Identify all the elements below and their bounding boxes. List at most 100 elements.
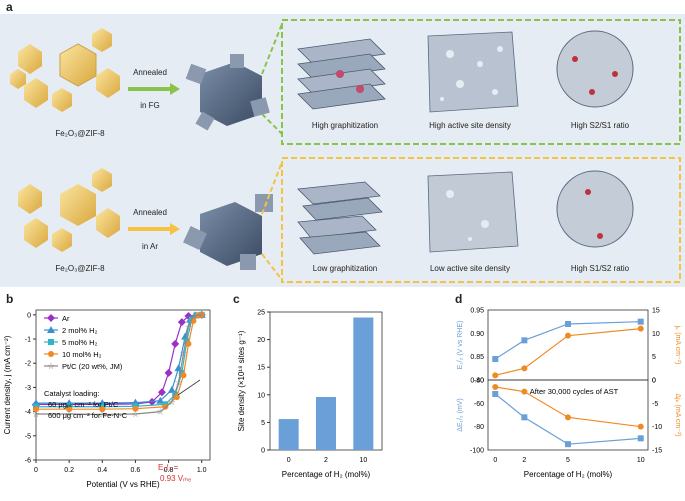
chart-d-top-ytick-right: 5 [652, 354, 656, 361]
chart-d-top-ytick-left: 0.95 [470, 308, 484, 315]
chart-d: 0.80 0.85 0.90 0.95 0 5 10 15 E₁/₂ (V vs RHE) jₖ … [457, 308, 681, 480]
chart-b-loading-1: 60 μgₚₜ cm⁻² for Pt/C [48, 400, 119, 409]
chart-c-bar [353, 317, 374, 450]
chart-b-point: ☆ [189, 311, 197, 321]
chart-b-point [33, 406, 39, 413]
chart-d-bottom-ytick-right: -15 [652, 448, 662, 455]
chart-d-top-point [492, 356, 499, 362]
chart-b-ehalf: E₁/₂ = [158, 463, 179, 472]
chart-d-top-series-line [495, 328, 641, 376]
chart-d-bottom-ytick-left: -40 [474, 378, 484, 385]
panel-label-c: c [233, 292, 240, 306]
chart-b-point: ☆ [98, 410, 106, 420]
chart-c-xtick-label: 10 [359, 457, 367, 464]
chart-d-top-series-line [494, 321, 641, 360]
chart-d-bottom-point [565, 441, 571, 448]
chart-b-point [132, 405, 139, 412]
graphene-stack-bottom [297, 181, 383, 255]
atomic-circle-top [556, 30, 634, 108]
chart-b-frame [35, 309, 211, 461]
chart-b-xtick-label: 0.4 [97, 467, 107, 474]
chart-b-loading-2: 600 μg cm⁻² for Fe-N-C [48, 411, 128, 420]
chart-b-legend-label: Ar [62, 314, 70, 323]
chart-d-top-ytick-left: 0.80 [470, 378, 484, 385]
chart-c-ytick-label: 25 [257, 310, 265, 317]
chart-b-ytick-label: -6 [25, 458, 31, 465]
zif8-crystals-top [10, 28, 120, 112]
chart-d-bottom-point [637, 423, 644, 430]
arrow-label-bottom-2: in Ar [141, 242, 158, 251]
chart-d-bottom-ytick-right: -10 [652, 424, 662, 431]
chart-c-ytick-label: 15 [257, 365, 265, 372]
chart-d-top-ylabel-right: jₖ (mA cm⁻²) [674, 325, 681, 365]
chart-b-ytick-label: -4 [25, 409, 31, 416]
chart-b-xtick-label: 0.8 [164, 467, 174, 474]
chart-d-top-ylabel-left: E₁/₂ (V vs RHE) [457, 321, 464, 370]
chart-b-legend-label: 10 mol% H₂ [62, 350, 102, 359]
chart-d-xtick-label: 2 [522, 457, 526, 464]
chart-d-bottom-ytick-left: -60 [474, 401, 484, 408]
carbon-cube-bottom [183, 194, 273, 270]
panel-label-a: a [6, 0, 13, 14]
arrow-label-top-1: Annealed [133, 68, 167, 77]
chart-d-xtick-label: 0 [493, 457, 497, 464]
panel-a-illustration [10, 19, 681, 283]
chart-b-point: ☆ [179, 349, 187, 359]
chart-b-legend-label: 5 mol% H₂ [62, 338, 98, 347]
chart-b-point [180, 372, 187, 379]
chart-d-top-point [637, 318, 644, 325]
precursor-label-top: Fe₂O₃@ZIF-8 [55, 129, 105, 138]
zif8-crystals-bottom [18, 168, 120, 252]
chart-b-loading-title: Catalyst loading: [44, 389, 99, 398]
chart-d-bottom-point [521, 414, 528, 421]
chart-d-top-frame [487, 309, 649, 381]
chart-b-ytick-label: -2 [25, 361, 31, 368]
chart-b-legend-marker: ☆ [47, 361, 55, 371]
chart-d-top-point [637, 325, 644, 332]
chart-c-xlabel: Percentage of H₂ (mol%) [282, 470, 371, 479]
chart-b-point: ☆ [184, 322, 192, 332]
chart-d-top-point [521, 365, 528, 372]
caption-top-3: High S2/S1 ratio [570, 121, 630, 130]
caption-top-2: High active site density [429, 121, 511, 130]
chart-d-top-ytick-left: 0.90 [470, 331, 484, 338]
chart-b-xtick-label: 0 [34, 467, 38, 474]
chart-d-top-point [565, 332, 571, 339]
chart-c-bar [278, 419, 299, 450]
chart-b-xtick-label: 1.0 [197, 467, 207, 474]
chart-d-bottom-ylabel-right: Δjₖ (mA cm⁻²) [674, 393, 681, 436]
chart-b-point [171, 339, 180, 348]
chart-d-bottom-ytick-left: -100 [470, 448, 484, 455]
panel-label-b: b [6, 292, 14, 306]
chart-b-point [185, 340, 192, 347]
chart-c-ytick-label: 5 [261, 420, 265, 427]
chart-d-bottom-ytick-left: -80 [474, 424, 484, 431]
chart-b-arrow [177, 379, 201, 396]
chart-b-legend-marker [47, 326, 55, 333]
chart-b-point: ☆ [156, 407, 164, 417]
chart-d-top-ytick-left: 0.85 [470, 354, 484, 361]
chart-d-bottom-point [521, 388, 528, 395]
chart-b-point [177, 318, 186, 327]
chart-b-series-line [36, 314, 202, 416]
chart-d-xtick-label: 10 [637, 457, 645, 464]
chart-b-point: ☆ [198, 310, 206, 320]
arrow-label-bottom-1: Annealed [133, 208, 167, 217]
chart-d-top-ytick-right: 0 [652, 378, 656, 385]
caption-top-1: High graphitization [311, 121, 379, 130]
arrow-label-top-2: in FG [140, 101, 160, 110]
chart-d-top-point [521, 337, 528, 344]
chart-d-xlabel: Percentage of H₂ (mol%) [524, 470, 613, 479]
chart-d-bottom-ylabel-left: ΔE₁/₂ (mV) [457, 398, 464, 431]
chart-b-xlabel: Potential (V vs RHE) [86, 480, 160, 489]
chart-b-legend-marker [48, 351, 54, 357]
chart-b-ytick-label: -5 [25, 433, 31, 440]
chart-d-top-ytick-right: 15 [652, 308, 660, 315]
chart-b-legend-marker [48, 339, 54, 345]
chart-d-bottom-point [565, 414, 571, 421]
chart-c-xtick-label: 0 [287, 457, 291, 464]
panel-label-d: d [455, 292, 463, 306]
caption-bottom-3: High S1/S2 ratio [570, 264, 630, 273]
chart-b-point [164, 368, 173, 377]
graphene-stack-top [297, 38, 386, 110]
